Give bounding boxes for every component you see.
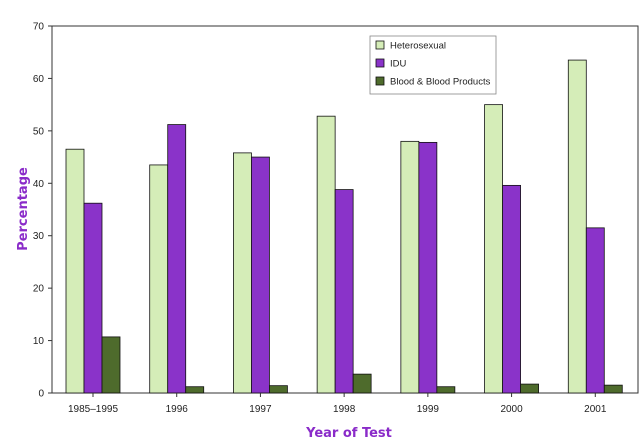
y-tick-label: 70 bbox=[33, 22, 45, 33]
bar-heterosexual-1999 bbox=[400, 140, 420, 394]
y-tick-label: 40 bbox=[33, 179, 45, 190]
legend: Heterosexual IDU Blood & Blood Products bbox=[369, 35, 497, 95]
bar-heterosexual-1998 bbox=[316, 115, 336, 394]
bar-blood-blood-products-1998 bbox=[352, 373, 372, 394]
legend-swatch bbox=[375, 76, 385, 86]
y-axis-title: Percentage bbox=[16, 167, 31, 251]
x-tick-label: 1998 bbox=[333, 404, 356, 415]
bar-blood-blood-products-1999 bbox=[436, 386, 456, 394]
legend-label: IDU bbox=[390, 59, 407, 70]
bar-idu-1999 bbox=[418, 141, 438, 394]
bar-idu-1997 bbox=[251, 156, 270, 394]
legend-label: Heterosexual bbox=[390, 41, 446, 52]
bar-heterosexual-1997 bbox=[233, 152, 252, 394]
bar-idu-1996 bbox=[167, 124, 187, 394]
bar-blood-blood-products-1996 bbox=[185, 386, 205, 394]
x-tick-label: 1985–1995 bbox=[68, 404, 118, 415]
bar-blood-blood-products-2000 bbox=[520, 383, 539, 394]
bar-idu-1998 bbox=[334, 189, 354, 394]
bar-blood-blood-products-1997 bbox=[269, 385, 288, 394]
bar-heterosexual-2001 bbox=[567, 59, 587, 394]
bar-blood-blood-products-2001 bbox=[603, 384, 623, 394]
x-tick-label: 2001 bbox=[584, 404, 607, 415]
y-tick-label: 30 bbox=[33, 231, 45, 242]
bars bbox=[65, 59, 623, 394]
x-tick-label: 1997 bbox=[249, 404, 272, 415]
x-tick-label: 1999 bbox=[417, 404, 440, 415]
y-tick-label: 20 bbox=[33, 284, 45, 295]
bar-heterosexual-1996 bbox=[149, 164, 169, 394]
y-axis: 0 10 20 30 40 50 60 70 bbox=[33, 22, 52, 400]
bar-heterosexual-2000 bbox=[484, 104, 503, 394]
bar-heterosexual-1985-1995 bbox=[65, 148, 85, 394]
y-tick-label: 50 bbox=[33, 126, 45, 137]
bar-blood-blood-products-1985-1995 bbox=[101, 336, 121, 394]
y-tick-label: 0 bbox=[38, 389, 44, 400]
bar-idu-2001 bbox=[585, 227, 605, 394]
x-axis-title: Year of Test bbox=[305, 426, 392, 441]
legend-swatch bbox=[375, 40, 385, 50]
legend-label: Blood & Blood Products bbox=[390, 77, 491, 88]
legend-box bbox=[369, 35, 497, 95]
bar-idu-1985-1995 bbox=[83, 202, 103, 394]
bar-idu-2000 bbox=[502, 184, 521, 394]
y-tick-label: 10 bbox=[33, 336, 45, 347]
x-axis: 1985–1995 1996 1997 1998 1999 2000 2001 bbox=[68, 393, 607, 415]
x-tick-label: 1996 bbox=[166, 404, 189, 415]
y-tick-label: 60 bbox=[33, 74, 45, 85]
legend-swatch bbox=[375, 58, 385, 68]
x-tick-label: 2000 bbox=[500, 404, 523, 415]
